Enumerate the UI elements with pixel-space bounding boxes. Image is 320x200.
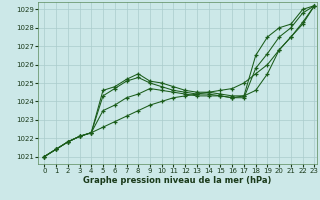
- X-axis label: Graphe pression niveau de la mer (hPa): Graphe pression niveau de la mer (hPa): [84, 176, 272, 185]
